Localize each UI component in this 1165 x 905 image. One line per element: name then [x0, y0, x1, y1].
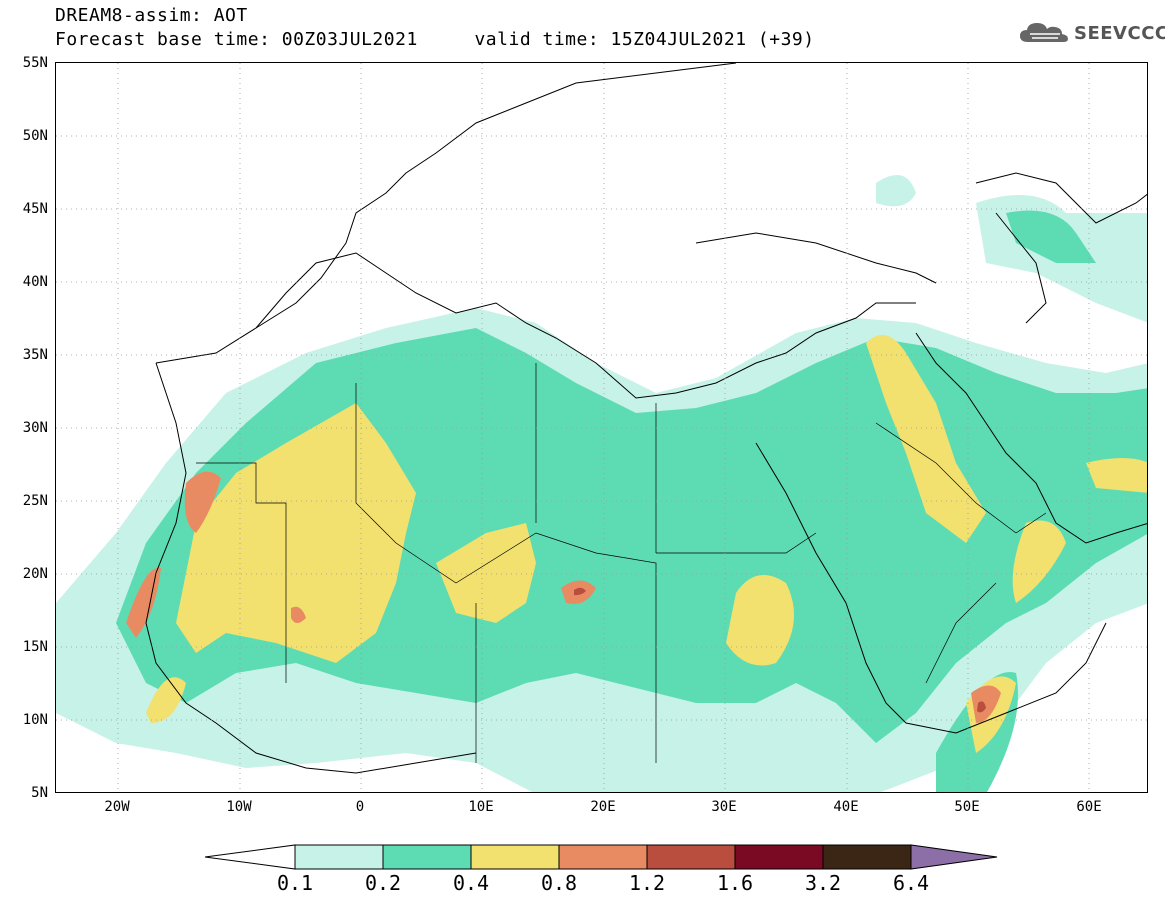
aot-map [55, 62, 1148, 793]
aot-region-mid [1006, 210, 1096, 263]
colorbar-label: 0.4 [452, 871, 490, 895]
lat-tick-label: 50N [22, 128, 48, 144]
lat-tick-label: 5N [31, 785, 48, 801]
aot-region-high [1012, 520, 1066, 603]
colorbar-segment [294, 844, 384, 870]
aot-region-extreme [574, 587, 586, 596]
coastline [695, 232, 937, 284]
lat-tick-label: 55N [22, 55, 48, 71]
colorbar-label: 3.2 [804, 871, 842, 895]
lat-tick-label: 20N [22, 566, 48, 582]
colorbar-label: 1.2 [628, 871, 666, 895]
lon-tick-label: 20E [590, 799, 616, 815]
lon-tick-label: 10W [226, 799, 252, 815]
lat-tick-label: 45N [22, 201, 48, 217]
coastline [975, 172, 1147, 224]
aot-region-very-high [971, 685, 1001, 723]
aot-region-very-high [291, 606, 306, 623]
coastline [915, 332, 1147, 544]
lon-tick-label: 20W [104, 799, 130, 815]
map-title: DREAM8-assim: AOT [55, 5, 248, 26]
colorbar-segment [470, 844, 560, 870]
colorbar-over-triangle [910, 844, 998, 870]
lat-tick-label: 35N [22, 347, 48, 363]
lon-tick-label: 30E [711, 799, 737, 815]
colorbar-label: 0.8 [540, 871, 578, 895]
coastline [255, 252, 916, 399]
logo-text: SEEVCCC [1074, 22, 1165, 44]
coastlines [145, 63, 1147, 774]
lon-tick-label: 10E [468, 799, 494, 815]
colorbar-label: 0.2 [364, 871, 402, 895]
lat-tick-label: 40N [22, 274, 48, 290]
lat-tick-label: 25N [22, 493, 48, 509]
colorbar-label: 0.1 [276, 871, 314, 895]
aot-region-high [146, 677, 186, 723]
colorbar-segment [558, 844, 648, 870]
colorbar-label: 6.4 [892, 871, 930, 895]
coastline [155, 63, 737, 364]
lat-tick-label: 30N [22, 420, 48, 436]
border [196, 462, 287, 683]
colorbar-segment [734, 844, 824, 870]
colorbar-segment [382, 844, 472, 870]
cloud-icon [1020, 23, 1068, 42]
lon-tick-label: 40E [833, 799, 859, 815]
lat-tick-label: 15N [22, 639, 48, 655]
coastline [145, 362, 477, 774]
border [925, 582, 997, 684]
lon-tick-label: 60E [1076, 799, 1102, 815]
colorbar-segment [822, 844, 912, 870]
map-canvas [56, 63, 1147, 792]
coastline [755, 442, 1107, 734]
aot-region-very-high [184, 471, 221, 533]
lon-tick-label: 50E [954, 799, 980, 815]
aot-region-high [726, 575, 794, 666]
colorbar-segment [646, 844, 736, 870]
forecast-time-line: Forecast base time: 00Z03JUL2021 valid t… [55, 29, 815, 50]
aot-region-high [1086, 458, 1147, 493]
aot-region-low [876, 175, 916, 207]
aot-region-high [436, 523, 536, 623]
border [875, 422, 1047, 534]
aot-region-high [866, 335, 986, 543]
coastline [995, 212, 1047, 324]
border [656, 532, 817, 554]
aot-region-extreme [977, 701, 986, 713]
lat-tick-label: 10N [22, 712, 48, 728]
colorbar [205, 844, 998, 870]
aot-region-very-high [126, 567, 161, 638]
lon-tick-label: 0 [355, 799, 365, 815]
borders [196, 363, 1047, 763]
colorbar-under-triangle [205, 844, 296, 870]
border [355, 383, 657, 763]
seevccc-logo: SEEVCCC [1018, 20, 1165, 46]
gridlines [56, 63, 1147, 792]
colorbar-label: 1.6 [716, 871, 754, 895]
